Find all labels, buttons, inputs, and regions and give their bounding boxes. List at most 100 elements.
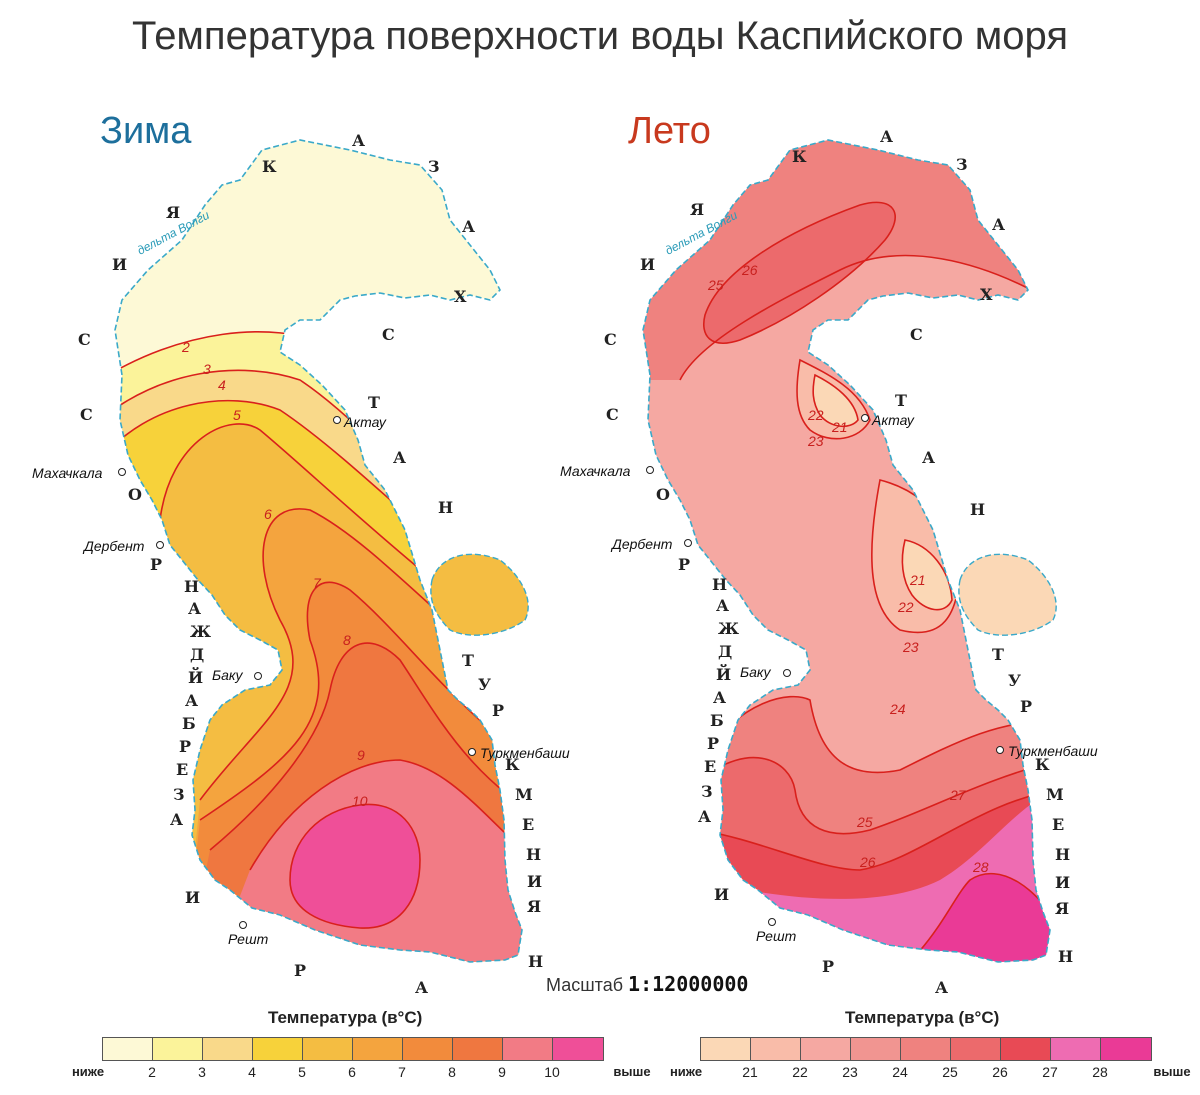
country-letter: Х xyxy=(980,285,993,304)
winter-heading: Зима xyxy=(100,110,192,152)
country-letter: С xyxy=(382,325,395,344)
country-letter: З xyxy=(173,785,185,804)
winter-cities: Махачкала Дербент Баку Решт Актау Туркме… xyxy=(32,414,570,947)
legend-swatch xyxy=(951,1038,1001,1060)
winter-garabogaz-bay xyxy=(430,553,529,636)
isotherm-label: 3 xyxy=(203,361,211,377)
legend-high-label: выше xyxy=(613,1064,651,1079)
country-letter: О xyxy=(128,485,142,504)
country-letter: Т xyxy=(895,391,907,410)
summer-legend-title: Температура (в°С) xyxy=(845,1008,1000,1027)
isotherm-label: 5 xyxy=(233,407,241,423)
legend-swatch xyxy=(453,1038,503,1060)
winter-isotherm-labels: 2 3 4 5 6 7 8 9 10 xyxy=(181,339,368,809)
country-letter: А xyxy=(992,215,1005,234)
country-letter: Б xyxy=(182,714,196,733)
isotherm-label: 27 xyxy=(949,787,967,803)
country-letter: Р xyxy=(1020,697,1032,716)
country-letter: У xyxy=(1008,671,1021,690)
page-title: Температура поверхности воды Каспийского… xyxy=(132,14,1068,58)
isotherm-label: 2 xyxy=(181,339,190,355)
maps-canvas: 2 3 4 5 6 7 8 9 10 Махачкала Дербент Бак… xyxy=(32,127,1098,997)
legend-tick-label: 3 xyxy=(198,1064,206,1080)
city-label: Дербент xyxy=(82,538,145,554)
isotherm-label: 25 xyxy=(707,277,724,293)
country-letter: А xyxy=(713,688,726,707)
legend-tick-label: 2 xyxy=(148,1064,156,1080)
winter-temperature-zones xyxy=(115,331,522,962)
country-letter: Ж xyxy=(718,619,739,638)
summer-legend xyxy=(700,1037,1152,1061)
legend-swatch xyxy=(403,1038,453,1060)
country-letter: Я xyxy=(166,203,180,222)
country-letter: Я xyxy=(527,897,541,916)
country-letter: А xyxy=(415,978,428,997)
legend-swatch xyxy=(503,1038,553,1060)
country-letter: Я xyxy=(1055,899,1069,918)
country-letter: С xyxy=(606,405,619,424)
country-letter: С xyxy=(80,405,93,424)
country-letter: Н xyxy=(184,577,199,596)
country-letter: Н xyxy=(712,575,727,594)
country-letter: Д xyxy=(718,642,732,661)
country-letter: Е xyxy=(522,815,534,834)
country-letter: К xyxy=(262,157,277,176)
legend-tick-label: 28 xyxy=(1092,1064,1108,1080)
country-letter: Б xyxy=(710,711,724,730)
legend-swatch xyxy=(1001,1038,1051,1060)
map-scale: Масштаб 1:12000000 xyxy=(546,972,748,996)
legend-tick-label: 22 xyxy=(792,1064,808,1080)
legend-tick-label: 10 xyxy=(544,1064,560,1080)
country-letter: Й xyxy=(188,666,203,687)
legend-swatch xyxy=(553,1038,603,1060)
legend-swatch xyxy=(1051,1038,1101,1060)
isotherm-label: 4 xyxy=(218,377,226,393)
country-letter: А xyxy=(935,978,948,997)
country-letter: И xyxy=(640,255,655,274)
country-letter: М xyxy=(515,785,533,804)
city-label: Дербент xyxy=(610,536,673,552)
legend-tick-label: 7 xyxy=(398,1064,406,1080)
country-letter: К xyxy=(792,147,807,166)
country-letter: З xyxy=(701,782,713,801)
country-letter: А xyxy=(462,217,475,236)
isotherm-label: 6 xyxy=(264,506,272,522)
country-letter: Я xyxy=(690,200,704,219)
summer-isotherm-labels: 25 26 22 21 23 21 22 23 24 25 26 27 28 xyxy=(707,262,989,875)
city-label: Махачкала xyxy=(560,463,631,479)
city-label: Туркменбаши xyxy=(1008,743,1098,759)
isotherm-label: 28 xyxy=(972,859,989,875)
country-letter: Н xyxy=(528,952,543,971)
isotherm-label: 21 xyxy=(831,419,848,435)
country-letter: Д xyxy=(190,645,204,664)
country-letter: А xyxy=(352,131,365,150)
winter-legend-title: Температура (в°С) xyxy=(268,1008,423,1027)
legend-swatch xyxy=(851,1038,901,1060)
isotherm-label: 22 xyxy=(807,407,824,423)
country-letter: Р xyxy=(822,957,834,976)
country-letter: Ж xyxy=(190,622,211,641)
summer-cities: Махачкала Дербент Баку Решт Актау Туркме… xyxy=(560,412,1098,944)
country-letter: З xyxy=(956,155,968,174)
legend-swatch xyxy=(701,1038,751,1060)
isotherm-label: 23 xyxy=(902,639,919,655)
city-label: Актау xyxy=(871,412,915,428)
country-letter: З xyxy=(428,157,440,176)
country-letter: Р xyxy=(492,701,504,720)
country-letter: У xyxy=(478,675,491,694)
country-letter: Й xyxy=(716,663,731,684)
summer-heading: Лето xyxy=(628,110,711,152)
isotherm-label: 26 xyxy=(741,262,758,278)
city-label: Решт xyxy=(756,928,797,944)
legend-swatch xyxy=(1101,1038,1151,1060)
isotherm-label: 22 xyxy=(897,599,914,615)
legend-tick-label: 8 xyxy=(448,1064,456,1080)
isotherm-label: 25 xyxy=(856,814,873,830)
isotherm-label: 21 xyxy=(909,572,926,588)
city-label: Решт xyxy=(228,931,269,947)
legend-swatch xyxy=(303,1038,353,1060)
legend-swatch xyxy=(103,1038,153,1060)
country-letter: Н xyxy=(1055,845,1070,864)
winter-legend xyxy=(102,1037,604,1061)
legend-tick-label: 21 xyxy=(742,1064,758,1080)
